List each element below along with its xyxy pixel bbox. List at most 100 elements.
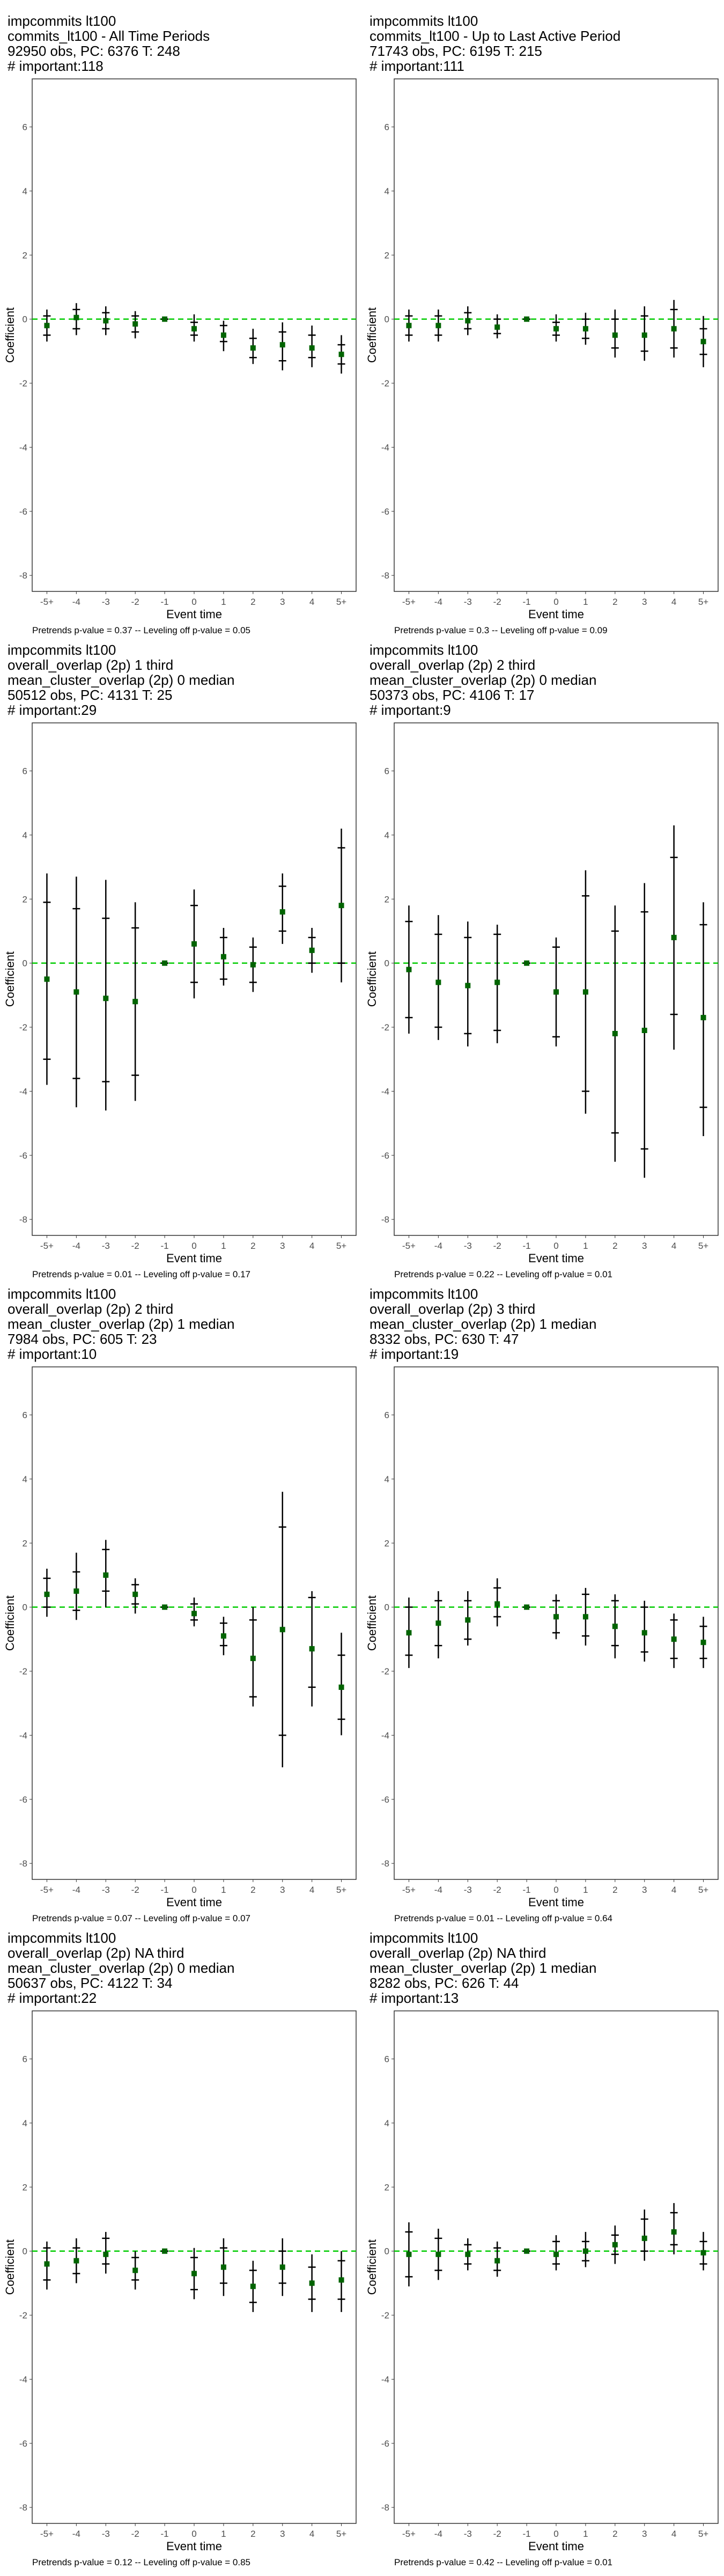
coefficient-point	[524, 1604, 530, 1610]
x-tick-label: -1	[161, 1885, 169, 1895]
coefficient-point	[103, 318, 109, 324]
x-axis-label: Event time	[528, 1896, 584, 1909]
coefficient-estimate	[405, 1597, 413, 1668]
y-tick-label: 2	[23, 894, 27, 904]
chart-title-line: commits_lt100 - Up to Last Active Period	[370, 28, 621, 44]
chart-title: impcommits lt100 commits_lt100 - All Time…	[8, 13, 210, 74]
chart-title: impcommits lt100 overall_overlap (2p) 3 t…	[370, 1286, 596, 1362]
chart-panel: impcommits lt100 commits_lt100 - Up to La…	[362, 0, 724, 644]
chart-panel: impcommits lt100 overall_overlap (2p) 3 t…	[362, 1286, 724, 1932]
y-tick-label: 2	[385, 894, 389, 904]
coefficient-estimate	[337, 828, 345, 983]
x-tick-label: -1	[523, 2529, 531, 2539]
y-tick-label: 4	[385, 1474, 389, 1484]
y-tick-label: 2	[23, 2182, 27, 2192]
coefficient-point	[406, 967, 412, 972]
coefficient-estimate	[493, 2241, 501, 2277]
chart-title-line: mean_cluster_overlap (2p) 1 median	[370, 1316, 597, 1332]
chart-title-line: 50512 obs, PC: 4131 T: 25	[8, 687, 173, 703]
coefficient-point	[465, 1617, 471, 1623]
coefficient-point	[700, 339, 706, 345]
y-tick-label: -8	[19, 1214, 27, 1225]
x-tick-label: 4	[309, 597, 314, 607]
chart-title: impcommits lt100 commits_lt100 - Up to La…	[370, 13, 620, 74]
coefficient-estimate	[670, 299, 678, 358]
coefficient-estimate	[43, 873, 51, 1085]
x-axis-label: Event time	[528, 608, 584, 621]
pvalue-footnote: Pretrends p-value = 0.01 -- Leveling off…	[32, 1269, 250, 1279]
x-tick-label: -4	[434, 597, 442, 607]
x-tick-label: 4	[671, 597, 676, 607]
chart-svg: -8 -6 -4 -2 0 2 4 6 -5+ -4 -3 -2 -1 0 1 2 3 4 5+ Event time…	[3, 2010, 357, 2553]
coefficient-estimate	[670, 825, 678, 1050]
x-tick-label: 2	[612, 1885, 617, 1895]
y-tick-label: -8	[19, 2502, 27, 2513]
coefficient-point	[309, 1646, 315, 1652]
x-tick-label: -2	[131, 1885, 139, 1895]
y-tick-label: -6	[19, 1795, 27, 1805]
x-tick-label: 2	[250, 1241, 255, 1251]
coefficient-point	[44, 323, 50, 328]
y-tick-label: -2	[19, 1022, 27, 1033]
y-tick-label: -6	[381, 1151, 389, 1161]
coefficient-point	[435, 2251, 441, 2257]
coefficient-estimate	[670, 2203, 678, 2255]
coefficient-point	[612, 1030, 618, 1036]
coefficient-estimate	[43, 309, 51, 342]
chart-title-line: # important:22	[8, 1990, 97, 2006]
x-tick-label: 5+	[698, 1885, 708, 1895]
coefficient-point	[671, 1636, 677, 1642]
x-tick-label: 2	[612, 2529, 617, 2539]
x-tick-label: -5+	[40, 2529, 54, 2539]
coefficient-estimate	[219, 1616, 227, 1656]
coefficient-point	[406, 323, 412, 328]
x-tick-label: -5+	[40, 1241, 54, 1251]
coefficient-point	[553, 2251, 559, 2257]
x-axis-label: Event time	[166, 1252, 222, 1265]
coefficient-estimate	[43, 1569, 51, 1617]
chart-svg: -8 -6 -4 -2 0 2 4 6 -5+ -4 -3 -2 -1 0 1 2 3 4 5+ Event time…	[365, 78, 719, 621]
coefficient-estimate	[581, 312, 589, 345]
coefficient-point	[553, 326, 559, 332]
x-tick-label: 0	[553, 1885, 558, 1895]
y-tick-label: 2	[385, 1538, 389, 1548]
coefficient-point	[191, 326, 197, 332]
coefficient-point	[250, 2284, 256, 2289]
chart-title-line: mean_cluster_overlap (2p) 1 median	[8, 1316, 235, 1332]
coefficient-estimate	[464, 306, 472, 335]
coefficient-estimate	[337, 335, 345, 374]
y-tick-label: 0	[385, 958, 389, 969]
x-tick-label: 1	[221, 1885, 226, 1895]
coefficient-estimate	[405, 309, 413, 342]
chart-svg: -8 -6 -4 -2 0 2 4 6 -5+ -4 -3 -2 -1 0 1 2 3 4 5+ Event time…	[365, 1366, 719, 1909]
coefficient-estimate	[523, 2248, 531, 2254]
coefficient-estimate	[434, 915, 442, 1040]
coefficient-point	[162, 960, 168, 966]
chart-title-line: overall_overlap (2p) 2 third	[370, 657, 536, 673]
pvalue-footnote: Pretrends p-value = 0.07 -- Leveling off…	[32, 1913, 250, 1923]
x-tick-label: -3	[464, 2529, 472, 2539]
coefficient-estimate	[249, 937, 257, 992]
coefficient-point	[162, 316, 168, 322]
x-tick-label: 0	[191, 2529, 196, 2539]
x-tick-label: 3	[642, 597, 647, 607]
coefficient-point	[700, 1640, 706, 1645]
y-tick-label: 2	[385, 250, 389, 260]
coefficient-point	[435, 1620, 441, 1626]
coefficient-point	[671, 326, 677, 332]
x-axis-label: Event time	[166, 2540, 222, 2553]
coefficient-point	[641, 1028, 647, 1033]
coefficient-estimate	[219, 2238, 227, 2296]
x-tick-label: -2	[131, 1241, 139, 1251]
x-tick-label: 2	[250, 1885, 255, 1895]
coefficient-point	[641, 332, 647, 338]
coefficient-estimate	[308, 928, 316, 973]
y-tick-label: -8	[19, 570, 27, 581]
chart-title-line: 50637 obs, PC: 4122 T: 34	[8, 1975, 173, 1991]
x-tick-label: -1	[523, 1241, 531, 1251]
chart-panel: impcommits lt100 overall_overlap (2p) 1 t…	[0, 642, 362, 1288]
coefficient-point	[612, 2242, 618, 2248]
x-tick-label: 3	[642, 2529, 647, 2539]
coefficient-point	[44, 1591, 50, 1597]
coefficient-estimate	[278, 2238, 286, 2296]
